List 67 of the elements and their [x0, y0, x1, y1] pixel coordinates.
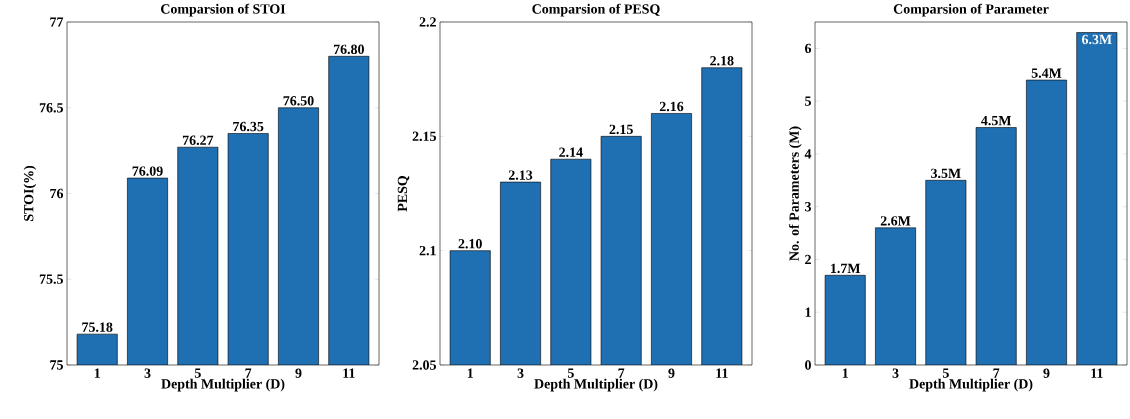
data-label: 5.4M — [1031, 68, 1062, 78]
data-label: 4.5M — [981, 115, 1012, 126]
x-tick-label: 11 — [343, 368, 355, 378]
x-tick-label: 9 — [295, 368, 302, 378]
bar — [976, 127, 1017, 365]
y-axis-title: STOI(%) — [23, 165, 37, 221]
data-label: 6.3M — [1082, 34, 1112, 45]
y-axis-title: PESQ — [397, 175, 410, 212]
data-label: 76.27 — [182, 135, 214, 145]
x-axis-title: Depth Multiplier (D) — [161, 378, 285, 392]
data-label: 2.18 — [710, 56, 734, 66]
data-label: 2.6M — [880, 216, 911, 226]
y-tick-label: 3 — [805, 202, 812, 212]
y-tick-label: 76 — [50, 188, 64, 199]
bar — [925, 180, 966, 365]
x-tick-label: 11 — [1091, 368, 1103, 378]
y-tick-label: 77 — [50, 17, 64, 27]
x-tick-label: 9 — [668, 368, 675, 378]
y-tick-label: 75 — [50, 360, 63, 370]
bar — [1026, 80, 1067, 365]
y-tick-label: 75.5 — [39, 274, 63, 284]
data-label: 2.10 — [458, 238, 482, 249]
x-tick-label: 1 — [842, 368, 848, 378]
data-label: 2.15 — [609, 124, 633, 135]
x-tick-label: 9 — [1043, 368, 1050, 378]
y-tick-label: 5 — [805, 96, 811, 106]
bar — [1076, 32, 1118, 365]
bar — [825, 275, 866, 365]
data-label: 76.50 — [283, 96, 314, 106]
x-tick-label: 1 — [94, 368, 100, 378]
y-tick-label: 6 — [805, 43, 812, 54]
data-label: 76.35 — [233, 121, 264, 132]
data-label: 76.80 — [333, 44, 364, 55]
y-tick-label: 1 — [805, 307, 811, 317]
data-label: 2.13 — [508, 170, 533, 180]
x-tick-label: 1 — [467, 368, 473, 378]
y-tick-label: 2.15 — [412, 131, 436, 142]
x-tick-label: 5 — [194, 368, 201, 378]
y-tick-label: 2 — [805, 254, 811, 265]
chart-title: Comparsion of STOI — [161, 3, 286, 17]
chart-title: Comparsion of Parameter — [893, 3, 1049, 17]
y-tick-label: 2.1 — [419, 245, 436, 256]
data-label: 1.7M — [831, 263, 861, 274]
x-axis-title: Depth Multiplier (D) — [909, 378, 1033, 392]
chart-title: Comparsion of PESQ — [532, 3, 660, 17]
data-label: 2.16 — [659, 101, 684, 112]
x-tick-label: 3 — [517, 368, 524, 378]
x-tick-label: 7 — [245, 368, 252, 378]
y-tick-label: 4 — [804, 149, 812, 159]
x-tick-label: 5 — [567, 368, 574, 378]
x-tick-label: 3 — [144, 368, 151, 378]
x-tick-label: 5 — [942, 368, 949, 378]
x-axis-title: Depth Multiplier (D) — [534, 378, 658, 392]
y-tick-label: 2.05 — [412, 360, 436, 370]
y-tick-label: 2.2 — [419, 17, 436, 27]
x-tick-label: 3 — [892, 368, 899, 378]
data-label: 3.5M — [931, 168, 961, 179]
bar — [875, 227, 916, 365]
data-label: 75.18 — [82, 322, 113, 332]
x-tick-label: 7 — [618, 368, 625, 378]
x-tick-label: 7 — [993, 368, 1000, 378]
y-tick-label: 76.5 — [39, 103, 63, 113]
data-label: 2.14 — [559, 147, 583, 158]
data-label: 76.09 — [132, 166, 163, 176]
x-tick-label: 11 — [716, 368, 728, 378]
y-tick-label: 0 — [805, 360, 811, 370]
y-axis-title: No. of Parameters (M) — [788, 126, 802, 261]
